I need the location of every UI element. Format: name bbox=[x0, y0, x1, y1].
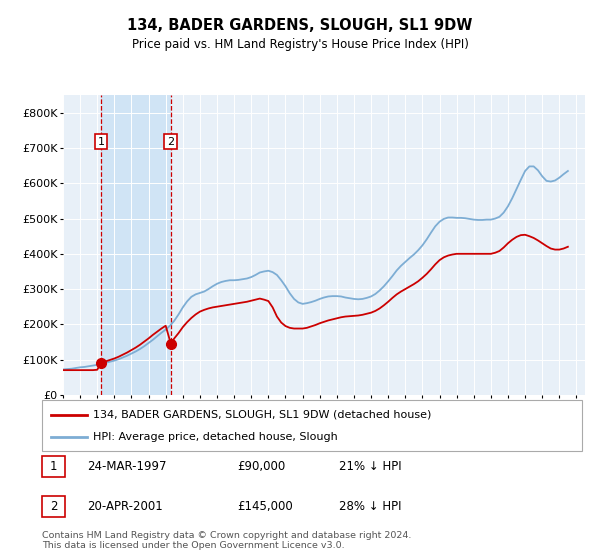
Text: 21% ↓ HPI: 21% ↓ HPI bbox=[339, 460, 401, 473]
Text: 1: 1 bbox=[97, 137, 104, 147]
Text: £145,000: £145,000 bbox=[237, 500, 293, 514]
Text: £90,000: £90,000 bbox=[237, 460, 285, 473]
Text: HPI: Average price, detached house, Slough: HPI: Average price, detached house, Slou… bbox=[93, 432, 338, 442]
Text: 2: 2 bbox=[167, 137, 175, 147]
Text: Price paid vs. HM Land Registry's House Price Index (HPI): Price paid vs. HM Land Registry's House … bbox=[131, 38, 469, 52]
Text: 28% ↓ HPI: 28% ↓ HPI bbox=[339, 500, 401, 514]
Text: 20-APR-2001: 20-APR-2001 bbox=[87, 500, 163, 514]
Text: 1: 1 bbox=[50, 460, 57, 473]
Text: 134, BADER GARDENS, SLOUGH, SL1 9DW: 134, BADER GARDENS, SLOUGH, SL1 9DW bbox=[127, 18, 473, 32]
Text: 2: 2 bbox=[50, 500, 57, 514]
Text: Contains HM Land Registry data © Crown copyright and database right 2024.
This d: Contains HM Land Registry data © Crown c… bbox=[42, 531, 412, 550]
Text: 134, BADER GARDENS, SLOUGH, SL1 9DW (detached house): 134, BADER GARDENS, SLOUGH, SL1 9DW (det… bbox=[93, 409, 431, 419]
Text: 24-MAR-1997: 24-MAR-1997 bbox=[87, 460, 167, 473]
Bar bbox=[101, 95, 171, 395]
